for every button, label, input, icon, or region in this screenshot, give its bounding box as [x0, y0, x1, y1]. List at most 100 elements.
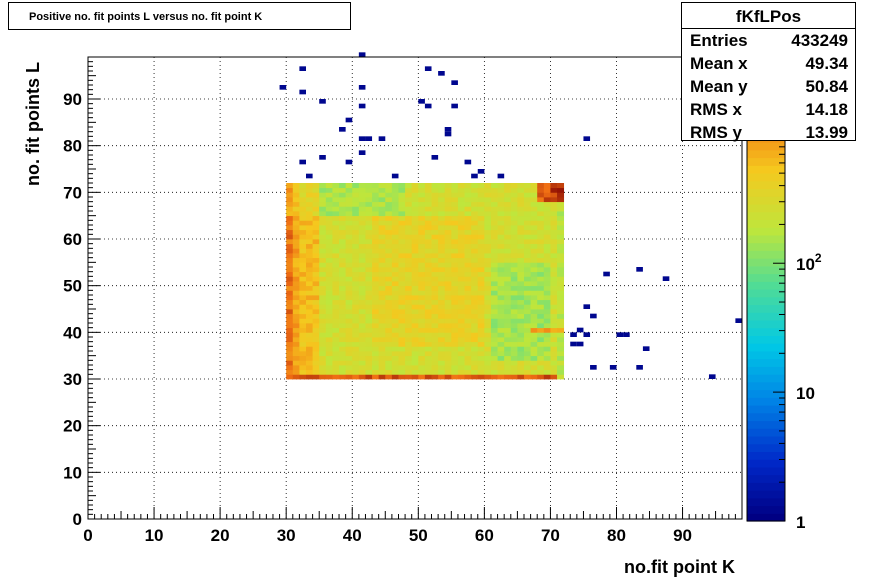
heatmap-cell: [530, 323, 538, 329]
heatmap-cell: [497, 369, 505, 375]
heatmap-cell: [530, 355, 538, 361]
heatmap-cell: [391, 290, 399, 296]
heatmap-cell: [524, 374, 532, 380]
heatmap-cell: [438, 197, 446, 203]
heatmap-cell: [352, 187, 360, 193]
heatmap-cell: [325, 234, 333, 240]
heatmap-cell: [477, 304, 485, 310]
heatmap-cell: [438, 234, 446, 240]
heatmap-cell: [365, 183, 373, 189]
heatmap-cell: [299, 299, 307, 305]
heatmap-cell: [286, 225, 294, 231]
heatmap-cell: [543, 262, 551, 268]
heatmap-cell: [378, 257, 386, 263]
heatmap-cell: [292, 337, 300, 343]
heatmap-cell: [530, 211, 538, 217]
heatmap-cell: [352, 225, 360, 231]
heatmap-cell: [325, 197, 333, 203]
heatmap-cell: [504, 183, 512, 189]
heatmap-cell: [464, 304, 472, 310]
heatmap-cell: [510, 327, 518, 333]
heatmap-cell: [431, 183, 439, 189]
heatmap-cell: [484, 215, 492, 221]
heatmap-cell: [431, 239, 439, 245]
heatmap-cell: [306, 234, 314, 240]
heatmap-cell: [358, 281, 366, 287]
heatmap-cell: [358, 355, 366, 361]
heatmap-cell: [431, 248, 439, 254]
heatmap-cell: [431, 234, 439, 240]
heatmap-cell: [325, 276, 333, 282]
heatmap-cell: [451, 276, 459, 282]
heatmap-cell: [537, 220, 545, 226]
heatmap-cell: [398, 225, 406, 231]
heatmap-cell: [424, 327, 432, 333]
heatmap-cell: [391, 220, 399, 226]
heatmap-cell: [391, 183, 399, 189]
heatmap-cell: [312, 267, 320, 273]
heatmap-cell: [490, 253, 498, 259]
heatmap-cell: [358, 295, 366, 301]
heatmap-cell: [391, 206, 399, 212]
colorbar-segment: [747, 157, 785, 166]
heatmap-cell: [306, 351, 314, 357]
heatmap-cell: [504, 360, 512, 366]
heatmap-cell: [411, 192, 419, 198]
heatmap-cell: [378, 229, 386, 235]
heatmap-cell: [543, 327, 551, 333]
heatmap-cell: [457, 183, 465, 189]
x-tick-label: 60: [475, 526, 494, 545]
heatmap-cell: [411, 201, 419, 207]
heatmap-cell: [352, 365, 360, 371]
heatmap-cell: [418, 327, 426, 333]
heatmap-sparse-cell: [358, 150, 366, 155]
heatmap-cell: [365, 285, 373, 291]
heatmap-cell: [557, 369, 565, 375]
heatmap-cell: [517, 341, 525, 347]
heatmap-cell: [497, 239, 505, 245]
heatmap-cell: [306, 337, 314, 343]
heatmap-cell: [398, 295, 406, 301]
heatmap-sparse-cell: [616, 332, 624, 337]
heatmap-cell: [550, 295, 558, 301]
heatmap-cell: [457, 201, 465, 207]
heatmap-cell: [517, 276, 525, 282]
heatmap-cell: [484, 220, 492, 226]
heatmap-cell: [405, 229, 413, 235]
heatmap-cell: [543, 323, 551, 329]
heatmap-cell: [405, 197, 413, 203]
heatmap-cell: [365, 225, 373, 231]
heatmap-cell: [550, 304, 558, 310]
heatmap-cell: [292, 327, 300, 333]
heatmap-cell: [299, 365, 307, 371]
heatmap-cell: [444, 271, 452, 277]
heatmap-cell: [345, 183, 353, 189]
heatmap-cell: [372, 295, 380, 301]
heatmap-cell: [418, 365, 426, 371]
heatmap-cell: [378, 262, 386, 268]
heatmap-cell: [550, 313, 558, 319]
heatmap-cell: [524, 243, 532, 249]
heatmap-cell: [391, 295, 399, 301]
heatmap-cell: [471, 346, 479, 352]
heatmap-cell: [451, 341, 459, 347]
heatmap-cell: [325, 365, 333, 371]
heatmap-cell: [431, 290, 439, 296]
heatmap-cell: [385, 248, 393, 254]
heatmap-cell: [299, 183, 307, 189]
heatmap-cell: [457, 262, 465, 268]
heatmap-cell: [484, 304, 492, 310]
heatmap-cell: [312, 365, 320, 371]
heatmap-cell: [457, 234, 465, 240]
heatmap-cell: [484, 234, 492, 240]
heatmap-cell: [352, 341, 360, 347]
stats-key: RMS x: [690, 100, 742, 119]
heatmap-cell: [490, 206, 498, 212]
heatmap-cell: [325, 187, 333, 193]
heatmap-cell: [504, 369, 512, 375]
heatmap-cell: [332, 243, 340, 249]
heatmap-cell: [484, 365, 492, 371]
heatmap-cell: [365, 337, 373, 343]
heatmap-cell: [385, 239, 393, 245]
heatmap-cell: [332, 355, 340, 361]
